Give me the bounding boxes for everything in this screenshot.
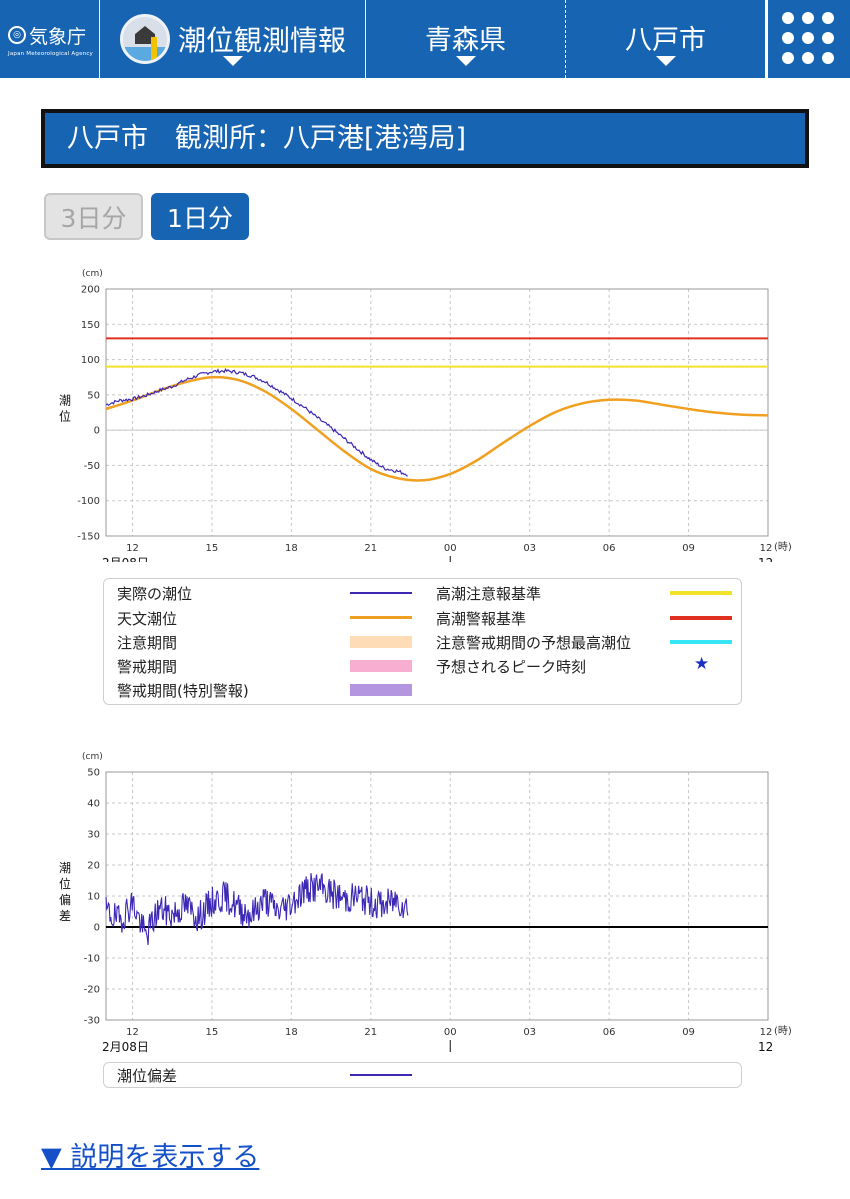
- x-tick-label: 09: [682, 543, 695, 554]
- y-axis-label-char: 潮: [59, 860, 71, 875]
- y-tick-label: 0: [94, 923, 100, 934]
- grid-menu-icon: [782, 12, 834, 64]
- x-tick-label: 03: [523, 543, 536, 554]
- y-tick-label: 200: [81, 285, 100, 296]
- y-tick-label: 100: [81, 355, 100, 366]
- city-selector[interactable]: 八戸市: [566, 0, 766, 78]
- y-unit-label: (cm): [82, 752, 103, 762]
- x-tick-label: 00: [444, 1027, 457, 1038]
- range-3day-button[interactable]: 3日分: [44, 193, 143, 240]
- legend-warning-level-swatch: [670, 616, 732, 620]
- logo-subtext: Japan Meteorological Agency: [8, 50, 94, 57]
- x-tick-label: 09: [682, 1027, 695, 1038]
- x-tick-label: 18: [285, 543, 298, 554]
- top-nav: ◎ 気象庁 Japan Meteorological Agency 潮位観測情報 …: [0, 0, 850, 78]
- x-unit-label: (時): [774, 1025, 792, 1037]
- x-tick-label: 15: [206, 543, 219, 554]
- date-label: 2月08日: [102, 1040, 149, 1054]
- city-label: 八戸市: [625, 25, 706, 56]
- tide-level-chart: 200 150 100 50 0 -50 -100 -150 (cm) 潮位 12 15 18 21 00 0…: [59, 269, 792, 562]
- legend-astronomical-label: 天文潮位: [117, 610, 178, 628]
- x-tick-label: 00: [444, 543, 457, 554]
- deviation-chart-legend: 潮位偏差: [103, 1062, 742, 1088]
- range-1day-button[interactable]: 1日分: [151, 193, 249, 240]
- y-tick-label: -50: [84, 461, 100, 472]
- station-title: 八戸市 観測所：八戸港[港湾局]: [41, 109, 809, 168]
- star-icon: ★: [694, 654, 710, 674]
- x-unit-label: (時): [774, 541, 792, 553]
- prefecture-label: 青森県: [425, 25, 506, 56]
- jma-emblem-icon: ◎: [8, 26, 26, 44]
- legend-advisory-level-label: 高潮注意報基準: [436, 585, 542, 603]
- x-tick-label: 12: [760, 1027, 773, 1038]
- plot-frame: [105, 288, 769, 537]
- logo-text: 気象庁: [29, 25, 87, 48]
- chevron-down-icon: [222, 56, 243, 66]
- date-label: 2月08日: [102, 556, 149, 562]
- x-tick-label: 12: [126, 1027, 139, 1038]
- x-tick-label: 12: [126, 543, 139, 554]
- legend-warning-period-swatch: [350, 660, 412, 672]
- observed-tide-line: [105, 367, 408, 477]
- jma-logo[interactable]: ◎ 気象庁 Japan Meteorological Agency: [0, 0, 100, 78]
- legend-warning-level-label: 高潮警報基準: [436, 610, 527, 628]
- menu-grid-button[interactable]: [766, 0, 850, 78]
- prefecture-selector[interactable]: 青森県: [366, 0, 566, 78]
- y-tick-label: 20: [87, 861, 100, 872]
- x-tick-label-end: 12: [758, 1040, 773, 1054]
- y-tick-label: 50: [87, 390, 100, 401]
- x-tick-label: 21: [364, 543, 377, 554]
- tide-station-icon: [120, 14, 170, 64]
- x-tick-label: 15: [206, 1027, 219, 1038]
- y-tick-label: -100: [77, 496, 100, 507]
- y-axis-label-char: 差: [59, 909, 71, 923]
- y-tick-label: -30: [84, 1016, 100, 1027]
- y-tick-label: 150: [81, 320, 100, 331]
- legend-forecast-max-label: 注意警戒期間の予想最高潮位: [436, 634, 632, 652]
- y-tick-label: 40: [87, 799, 100, 810]
- x-tick-label: 06: [603, 543, 616, 554]
- chevron-down-icon: [455, 56, 476, 66]
- menu-tide-observation[interactable]: 潮位観測情報: [100, 0, 366, 78]
- chevron-down-icon: [655, 56, 676, 66]
- y-tick-label: 10: [87, 892, 100, 903]
- astronomical-tide-line: [105, 375, 769, 482]
- show-explanation-link[interactable]: ▼ 説明を表示する: [41, 1142, 260, 1173]
- y-axis-label-char: 偏: [59, 892, 71, 907]
- legend-advisory-period-label: 注意期間: [117, 634, 178, 652]
- x-tick-label: 03: [523, 1027, 536, 1038]
- y-tick-label: -20: [84, 985, 100, 996]
- y-axis-label-char: 潮: [59, 393, 71, 408]
- y-axis-label-char: 位: [59, 409, 71, 424]
- y-tick-label: 0: [94, 426, 100, 437]
- y-tick-label: 50: [87, 768, 100, 779]
- plot-frame: [105, 771, 769, 1021]
- x-tick-label: 18: [285, 1027, 298, 1038]
- y-tick-label: -150: [77, 532, 100, 543]
- legend-observed-swatch: [350, 592, 412, 594]
- legend-warning-period-label: 警戒期間: [117, 658, 178, 676]
- menu-title-label: 潮位観測情報: [178, 24, 347, 57]
- legend-advisory-level-swatch: [670, 591, 732, 595]
- y-tick-label: -10: [84, 954, 100, 965]
- legend-peak-time-label: 予想されるピーク時刻: [436, 658, 587, 676]
- tide-deviation-line: [105, 873, 409, 946]
- x-tick-label-end: 12: [758, 556, 773, 562]
- legend-observed-label: 実際の潮位: [117, 585, 193, 603]
- y-unit-label: (cm): [82, 269, 103, 279]
- y-axis-label-char: 位: [59, 876, 71, 891]
- legend-special-warning-label: 警戒期間(特別警報): [117, 682, 249, 700]
- legend-special-warning-swatch: [350, 684, 412, 696]
- x-tick-label: 06: [603, 1027, 616, 1038]
- legend-astronomical-swatch: [350, 616, 412, 619]
- legend-deviation-label: 潮位偏差: [117, 1067, 178, 1085]
- tide-chart-legend: 実際の潮位 天文潮位 注意期間 警戒期間 警戒期間(特別警報) 高潮注意報基準 …: [103, 578, 742, 705]
- legend-deviation-swatch: [350, 1074, 412, 1076]
- y-tick-label: 30: [87, 830, 100, 841]
- tide-deviation-chart: 50 40 30 20 10 0 -10 -20 -30 (cm) 潮位偏差 12 15 18 21 00 03…: [59, 752, 792, 1054]
- x-tick-label: 12: [760, 543, 773, 554]
- legend-advisory-period-swatch: [350, 636, 412, 648]
- legend-forecast-max-swatch: [670, 640, 732, 644]
- x-tick-label: 21: [364, 1027, 377, 1038]
